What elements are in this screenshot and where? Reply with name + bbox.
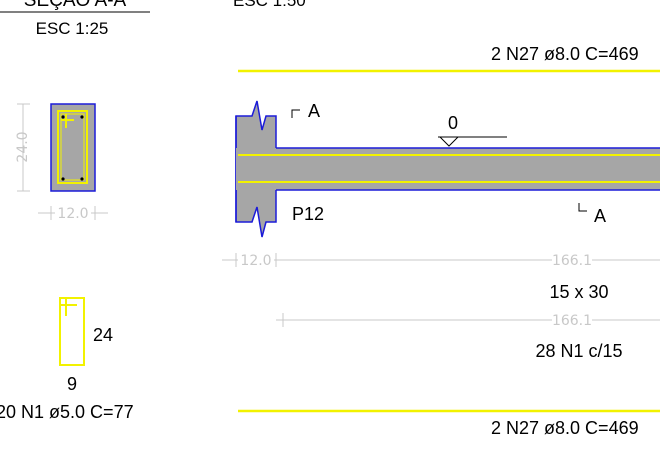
section-scale: ESC 1:25 bbox=[36, 19, 109, 38]
section-rebar-dot bbox=[80, 115, 84, 119]
section-dim-height: 24.0 bbox=[15, 131, 31, 162]
elevation-scale: ESC 1:50 bbox=[233, 0, 306, 10]
top-bar-label: 2 N27 ø8.0 C=469 bbox=[491, 44, 639, 64]
section-stirrup-inner bbox=[60, 113, 85, 181]
dim-text-bg bbox=[552, 312, 592, 328]
section-rebar-dot bbox=[61, 115, 65, 119]
dim-text-bg bbox=[552, 252, 592, 268]
stirrup-detail: 24 9 20 N1 ø5.0 C=77 bbox=[0, 297, 134, 422]
stirrup-width: 9 bbox=[67, 374, 77, 394]
stirrup-spacing: 28 N1 c/15 bbox=[535, 341, 622, 361]
elevation-view: ESC 1:50 2 N27 ø8.0 C=469 A 0 P12 A 12.0 bbox=[222, 0, 660, 438]
stirrup-label: 20 N1 ø5.0 C=77 bbox=[0, 402, 134, 422]
dim-pillar: 12.0 bbox=[240, 253, 271, 269]
level-triangle-icon bbox=[438, 136, 460, 147]
beam-section: 15 x 30 bbox=[549, 282, 608, 302]
stirrup-height: 24 bbox=[93, 325, 113, 345]
section-title: SEÇÃO A-A bbox=[24, 0, 127, 11]
dim-text-bg bbox=[238, 252, 274, 268]
section-stirrup bbox=[57, 110, 88, 184]
stirrup-shape bbox=[59, 297, 85, 366]
section-view: SEÇÃO A-A ESC 1:25 24.0 12.0 bbox=[0, 0, 150, 222]
dim-span-1: 166.1 bbox=[552, 253, 592, 269]
dim-span-2: 166.1 bbox=[552, 313, 592, 329]
cut-mark-top bbox=[291, 109, 300, 118]
level-mark: 0 bbox=[448, 113, 458, 133]
dim-text-bg bbox=[55, 205, 91, 221]
cut-label-top: A bbox=[308, 101, 320, 121]
cut-label-bottom: A bbox=[594, 206, 606, 226]
section-rebar-dot bbox=[61, 177, 65, 181]
section-rebar-dot bbox=[80, 177, 84, 181]
cut-mark-bottom bbox=[578, 203, 587, 212]
section-dim-width: 12.0 bbox=[57, 206, 88, 222]
bottom-bar-label: 2 N27 ø8.0 C=469 bbox=[491, 418, 639, 438]
pillar-label: P12 bbox=[292, 204, 324, 224]
